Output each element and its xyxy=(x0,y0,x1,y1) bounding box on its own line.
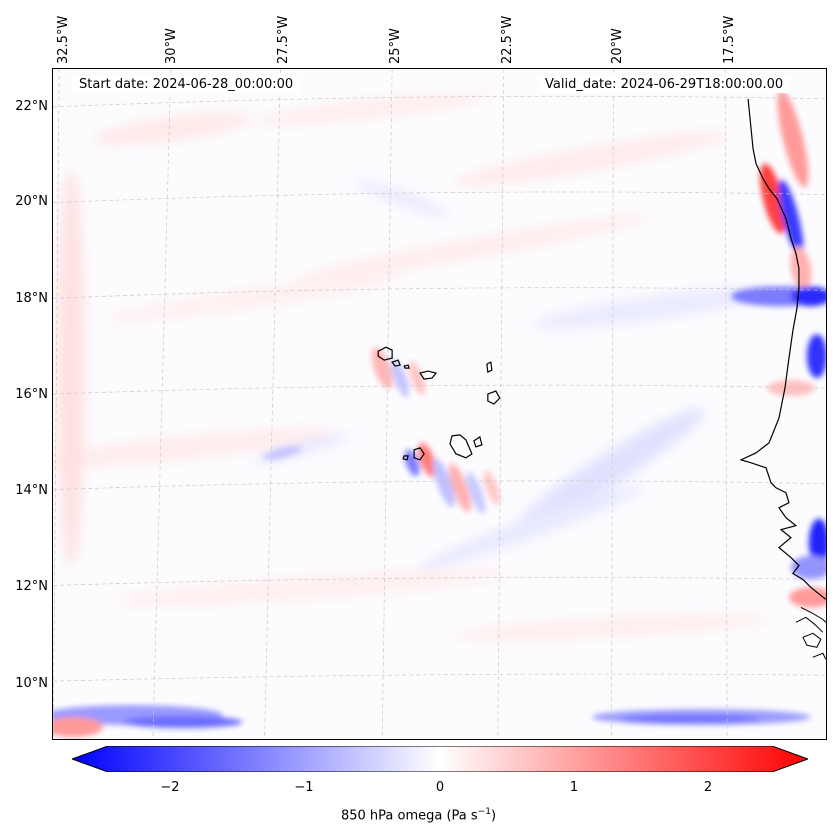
lon-label-22-5w: 22.5°W xyxy=(500,15,515,64)
lat-label-20n: 20°N xyxy=(15,194,48,209)
colorbar-tick-1: 1 xyxy=(569,780,579,795)
lon-label-30w: 30°W xyxy=(164,28,179,64)
map-panel xyxy=(52,68,827,740)
lat-label-22n: 22°N xyxy=(15,99,48,114)
colorbar-label-text: 850 hPa omega (Pa s xyxy=(340,808,478,824)
lat-label-16n: 16°N xyxy=(15,387,48,402)
africa-coastline xyxy=(739,98,826,600)
colorbar-label-close: ) xyxy=(490,808,497,824)
valid-date-label: Valid_date: 2024-06-29T18:00:00.00 xyxy=(539,76,790,93)
colorbar-tick-neg2: −2 xyxy=(160,780,180,795)
lon-label-32-5w: 32.5°W xyxy=(56,15,71,64)
colorbar-label-exponent: −1 xyxy=(477,807,491,817)
lon-label-20w: 20°W xyxy=(610,28,625,64)
lon-label-17-5w: 17.5°W xyxy=(722,15,737,64)
colorbar-tick-0: 0 xyxy=(435,780,445,795)
lon-label-27-5w: 27.5°W xyxy=(276,15,291,64)
lat-label-12n: 12°N xyxy=(15,579,48,594)
lat-label-18n: 18°N xyxy=(15,291,48,306)
colorbar-tick-2: 2 xyxy=(703,780,713,795)
omega-field xyxy=(53,69,826,739)
cape-verde-islands xyxy=(377,346,501,461)
lat-label-14n: 14°N xyxy=(15,483,48,498)
start-date-label: Start date: 2024-06-28_00:00:00 xyxy=(73,76,300,93)
colorbar xyxy=(72,746,808,772)
lon-label-25w: 25°W xyxy=(388,28,403,64)
colorbar-label: 850 hPa omega (Pa s−1) xyxy=(0,807,837,823)
lat-label-10n: 10°N xyxy=(15,676,48,691)
colorbar-tick-neg1: −1 xyxy=(294,780,314,795)
